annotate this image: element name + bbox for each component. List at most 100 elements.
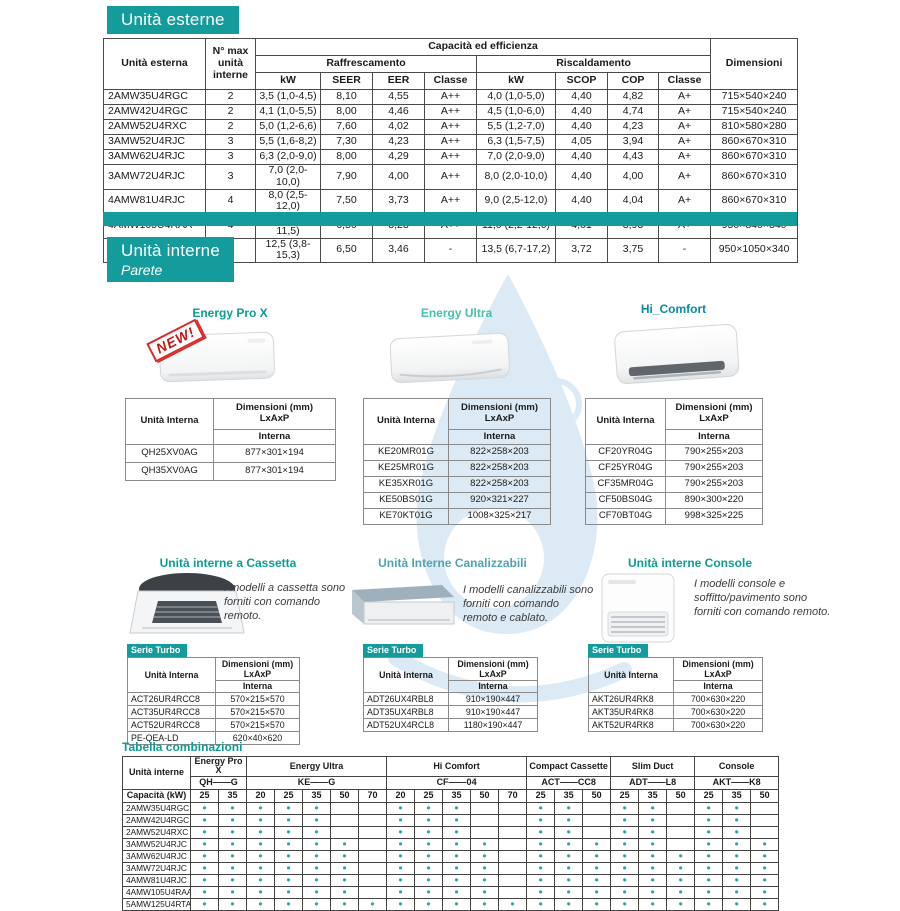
table-cell: A+ [657,89,712,105]
table-cell: 4,1 (1,0-5,5) [255,104,321,120]
table-cell: ● [498,897,528,911]
table-cell: ● [722,801,752,815]
teal-divider-bar [103,212,797,226]
series-title-energy-ultra: Energy Ultra [420,306,493,320]
table-cell: 6,3 (1,5-7,5) [476,134,556,150]
column-header: Riscaldamento [475,55,712,73]
table-cell: ● [246,813,275,827]
table-cell: 4,40 [555,89,608,105]
table-cell: ● [246,837,275,851]
column-header: AKT——K8 [694,775,780,790]
table-cell: A++ [424,149,477,165]
column-header: 35 [554,788,584,803]
column-header: Unità Interna [363,657,449,693]
wall-unit-image [389,332,511,384]
table-cell: ADT52UX4RCL8 [363,718,449,732]
column-header: 20 [246,788,275,803]
cassetta-table: Unità Interna Dimensioni (mm) LxAxP Inte… [127,657,300,745]
table-row: ACT26UR4RCC8 570×215×570 [127,692,300,706]
table-cell: QH25XV0AG [125,444,214,463]
table-cell: 910×190×447 [448,692,538,706]
table-cell: ● [694,837,724,851]
table-row: ADT35UX4RBL8 910×190×447 [363,705,538,719]
table-cell: ● [218,873,247,887]
table-cell: 3,75 [607,237,659,263]
table-cell: ● [610,801,640,815]
table-cell: 998×325×225 [665,508,763,525]
column-header: 35 [302,788,331,803]
table-row: 5AMW125U4RTA ● ● ● ● ● ● ● ● ● ● ● ● ● ● ● ● ● ● ● ● ● [122,897,780,911]
table-cell: 3 [205,164,256,190]
table-cell: ● [190,837,219,851]
table-cell: ● [190,813,219,827]
table-cell: 4,40 [555,164,608,190]
table-cell: 9,0 (2,5-12,0) [476,188,556,214]
column-header: 50 [470,788,500,803]
table-cell: ● [610,813,640,827]
column-header: EER [372,72,425,90]
table-cell: 2AMW35U4RGC [122,801,191,815]
table-cell: ● [638,825,668,839]
table-cell: 4,82 [607,89,659,105]
table-cell: 4,00 [607,164,659,190]
table-cell: 2 [205,89,256,105]
column-header: Dimensioni (mm) LxAxP [448,398,551,430]
table-cell [357,861,388,875]
table-cell: ● [638,897,668,911]
column-header: Unità Interna [585,398,666,445]
table-cell: 6,3 (2,0-9,0) [255,149,321,165]
column-header: kW [476,72,556,90]
table-cell [498,801,528,815]
table-cell: 3,94 [607,134,659,150]
table-row: 2AMW42U4RGC ● ● ● ● ● ● ● ● ● ● ● ● ● ● [122,813,780,827]
table-cell: 3AMW72U4RJC [122,861,191,875]
table-cell: 2AMW52U4RXC [103,119,206,135]
table-cell: ● [386,861,416,875]
table-cell: ● [414,801,444,815]
table-cell: 822×258×203 [448,444,551,461]
table-cell: 860×670×310 [710,164,799,190]
column-header: 25 [190,788,219,803]
table-row: 3AMW72U4RJC 3 7,0 (2,0-10,0) 7,90 4,00 A++ 8,0… [103,164,799,190]
table-row: ADT52UX4RCL8 1180×190×447 [363,718,538,732]
table-cell: ● [442,897,472,911]
column-header: 35 [442,788,472,803]
table-cell: ACT35UR4RCC8 [127,705,216,719]
table-cell: ● [582,849,612,863]
table-cell: 950×1050×340 [710,237,799,263]
table-cell: ● [246,825,275,839]
table-cell: A+ [657,134,712,150]
table-cell: ● [246,897,275,911]
column-header: Dimensioni (mm) LxAxP [213,398,336,430]
table-cell: ● [218,813,247,827]
column-header: 50 [666,788,696,803]
table-row: AKT52UR4RK8 700×630×220 [588,718,763,732]
table-cell: ● [246,801,275,815]
table-cell: ● [638,885,668,899]
table-cell: ● [302,801,331,815]
table-cell: AKT52UR4RK8 [588,718,674,732]
column-header: QH——G [190,775,247,790]
table-cell: ● [218,801,247,815]
table-cell: ● [330,861,359,875]
table-cell: ● [554,801,584,815]
table-row: 2AMW35U4RGC 2 3,5 (1,0-4,5) 8,10 4,55 A++ 4,0 … [103,89,799,105]
table-cell: ● [190,801,219,815]
table-cell: 7,30 [320,134,373,150]
table-cell: ● [470,885,500,899]
table-cell: ADT35UX4RBL8 [363,705,449,719]
column-header: 70 [357,788,388,803]
table-row: 2AMW42U4RGC 2 4,1 (1,0-5,5) 8,00 4,46 A++ 4,5 … [103,104,799,120]
table-cell: ● [414,861,444,875]
table-cell: ● [694,813,724,827]
serie-turbo-label: Serie Turbo [127,644,188,657]
table-cell: ● [526,825,556,839]
table-cell: 3AMW62U4RJC [103,149,206,165]
table-cell: ● [582,885,612,899]
table-cell: CF70BT04G [585,508,666,525]
table-cell: 790×255×203 [665,476,763,493]
table-cell [666,825,696,839]
section-title-text: Unità esterne [121,10,225,29]
table-cell: ● [190,861,219,875]
